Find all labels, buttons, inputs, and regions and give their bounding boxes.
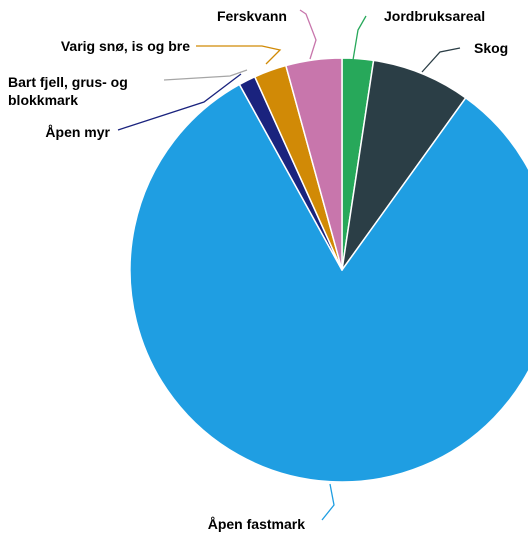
- pie-slice-skog: [341, 59, 467, 271]
- slice-label: Skog: [474, 40, 508, 56]
- pie-callouts: Jordbruksareal Skog Åpen fastmark Åpen myr B…: [8, 8, 508, 532]
- callout-line: [321, 483, 335, 521]
- callout-line: [117, 73, 242, 131]
- callout-line: [299, 9, 317, 60]
- callout-line: [352, 15, 367, 61]
- slice-label: Jordbruksareal: [384, 8, 485, 24]
- callout-line: [163, 69, 248, 81]
- pie-slice-ferskvann: [285, 57, 343, 271]
- slice-label: Åpen myr: [45, 124, 110, 140]
- slice-label: Varig snø, is og bre: [61, 38, 190, 54]
- callout-line: [196, 45, 282, 65]
- slice-label: Ferskvann: [217, 8, 287, 24]
- pie-slices: [129, 57, 528, 483]
- callout-line: [421, 47, 461, 73]
- slice-label: Åpen fastmark: [208, 516, 305, 532]
- pie-slice-åpen-fastmark: [129, 83, 528, 483]
- slice-label: Bart fjell, grus- og blokkmark: [8, 74, 128, 108]
